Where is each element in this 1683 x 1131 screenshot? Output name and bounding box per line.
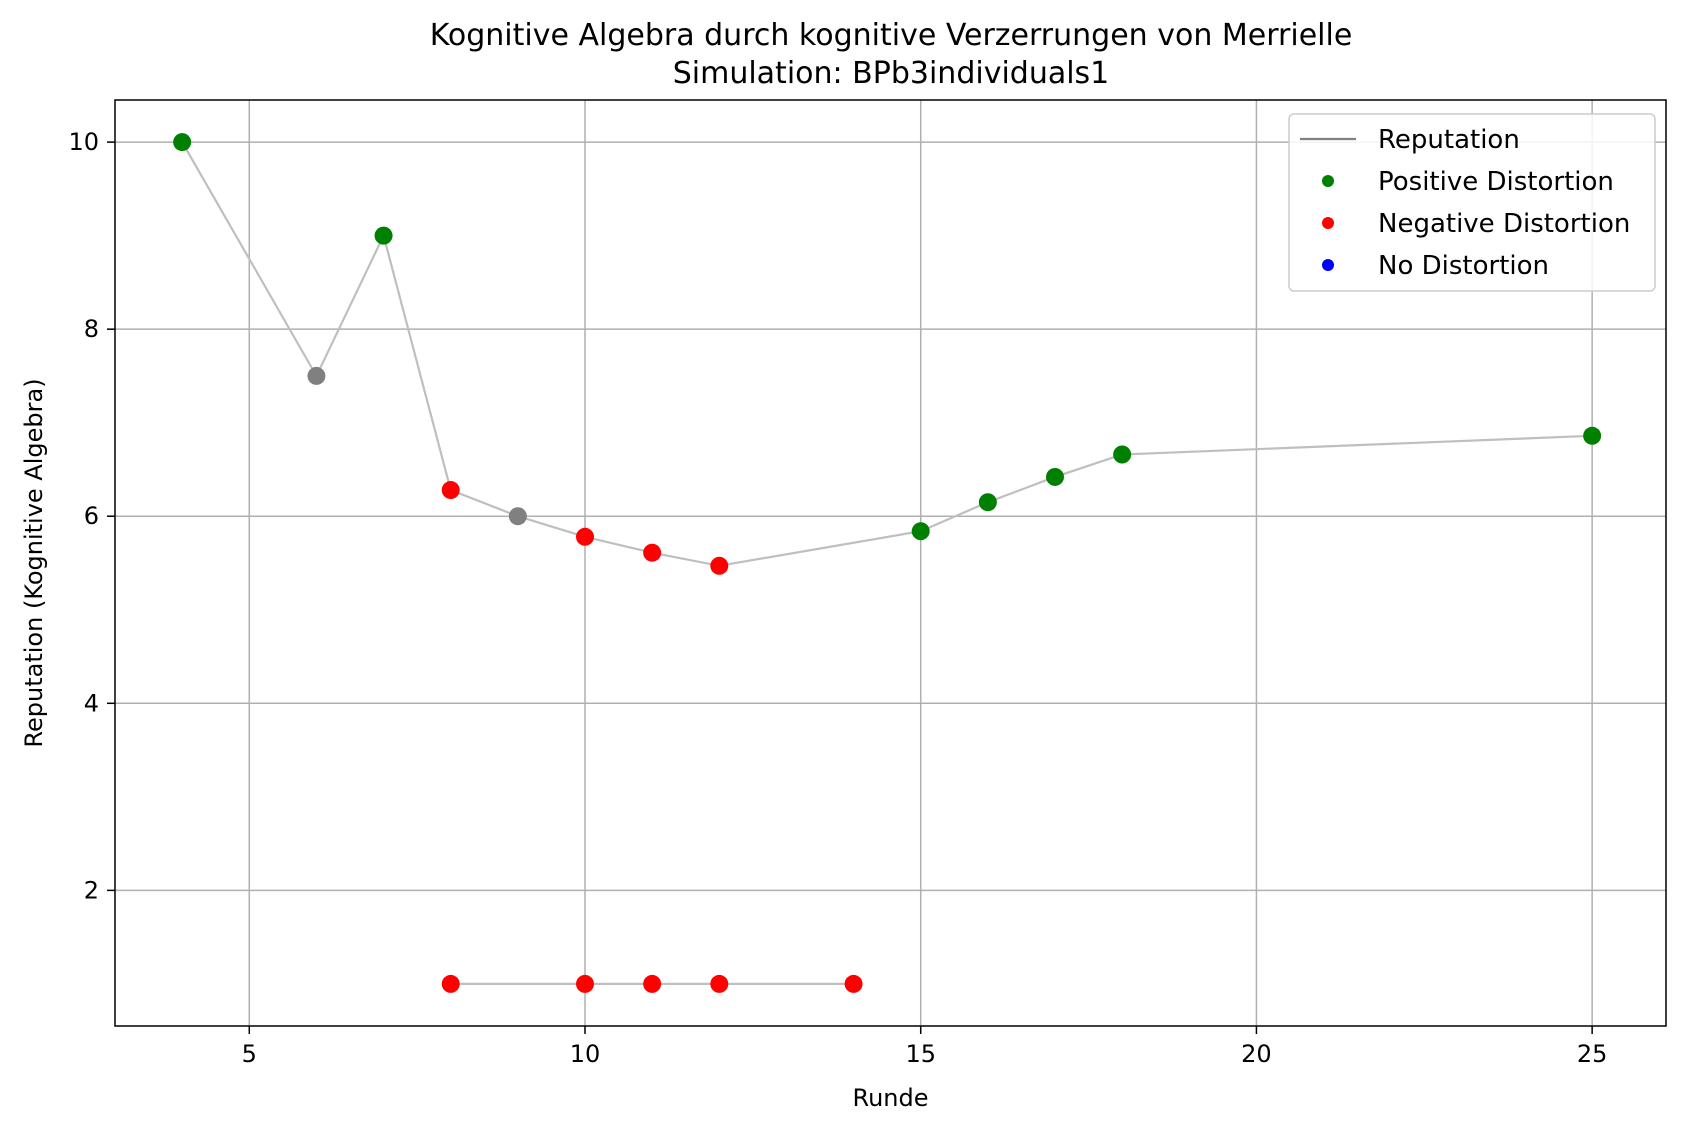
y-tick-label: 4 <box>84 689 99 717</box>
y-tick-label: 2 <box>84 876 99 904</box>
data-point <box>710 974 729 993</box>
y-axis-label: Reputation (Kognitive Algebra) <box>20 378 48 747</box>
chart-title: Kognitive Algebra durch kognitive Verzer… <box>430 18 1353 53</box>
data-point <box>441 481 460 500</box>
legend-label: Positive Distortion <box>1378 167 1614 197</box>
data-point <box>1113 445 1132 464</box>
x-tick-label: 5 <box>242 1040 257 1068</box>
x-tick-label: 25 <box>1577 1040 1608 1068</box>
legend-marker-swatch <box>1322 217 1334 229</box>
data-point <box>374 226 393 245</box>
data-point <box>576 974 594 993</box>
y-tick-label: 10 <box>68 128 99 156</box>
legend-label: No Distortion <box>1378 251 1549 281</box>
legend: Reputation Positive Distortion Negative Di… <box>1288 113 1656 292</box>
data-point <box>173 133 192 152</box>
data-point <box>441 974 460 993</box>
data-point <box>307 366 326 385</box>
data-point <box>643 543 662 562</box>
data-point <box>911 522 930 541</box>
data-point <box>508 507 527 526</box>
data-point <box>643 974 662 993</box>
legend-marker-swatch <box>1322 259 1334 271</box>
legend-label: Negative Distortion <box>1378 209 1630 239</box>
y-tick-label: 6 <box>84 502 99 530</box>
legend-box <box>1288 113 1656 292</box>
data-point <box>1046 467 1064 486</box>
plot-frame <box>114 99 1667 1027</box>
x-tick-label: 20 <box>1241 1040 1272 1068</box>
chart-subtitle: Simulation: BPb3individuals1 <box>673 56 1110 91</box>
axis-ticks: 5 10 15 20 25 2 4 6 8 10 <box>68 128 1607 1068</box>
x-tick-label: 15 <box>905 1040 936 1068</box>
data-point <box>710 556 729 575</box>
data-point <box>844 974 863 993</box>
data-series <box>173 133 1602 993</box>
y-tick-label: 8 <box>84 315 99 343</box>
data-point <box>978 493 997 512</box>
data-point <box>576 527 594 546</box>
legend-label: Reputation <box>1378 125 1520 155</box>
data-point <box>1583 426 1602 445</box>
legend-marker-swatch <box>1322 175 1334 187</box>
x-tick-label: 10 <box>570 1040 601 1068</box>
x-axis-label: Runde <box>852 1084 928 1112</box>
